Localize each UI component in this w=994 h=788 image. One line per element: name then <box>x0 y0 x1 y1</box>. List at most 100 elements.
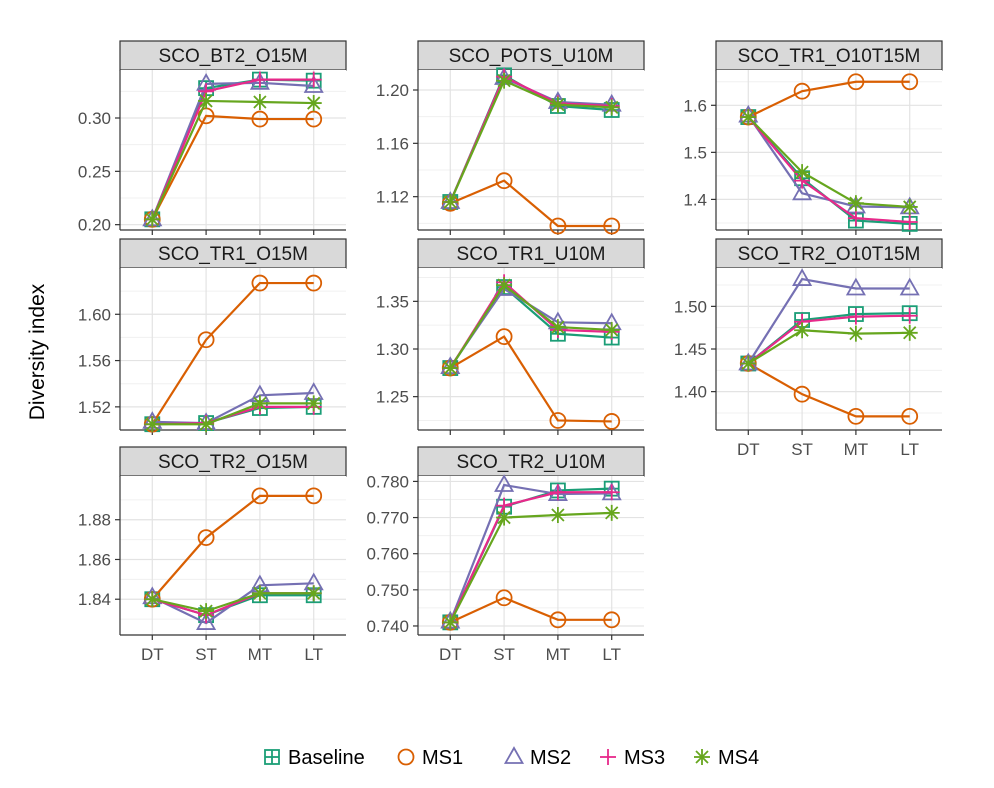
facet-title: SCO_TR1_O15M <box>158 244 308 265</box>
data-point-ms1 <box>495 172 513 190</box>
data-point-ms4 <box>603 99 620 116</box>
y-tick-label: 1.5 <box>683 143 707 162</box>
y-tick-label: 0.25 <box>78 162 111 181</box>
data-point-ms1 <box>793 385 811 403</box>
series-line-ms4 <box>152 402 314 426</box>
y-tick-label: 1.88 <box>78 511 111 530</box>
series-line-ms1 <box>747 80 910 119</box>
series-line-ms2 <box>449 483 612 623</box>
plot-area <box>418 70 644 230</box>
y-tick-label: 0.30 <box>78 109 111 128</box>
data-point-ms1 <box>197 529 215 547</box>
series-line-ms1 <box>747 362 910 418</box>
data-point-ms4 <box>144 416 161 433</box>
series-line-ms1 <box>151 114 314 220</box>
plot-area <box>716 70 942 230</box>
facet-title: SCO_TR2_O10T15M <box>738 244 921 265</box>
series-line-ms3 <box>151 78 314 220</box>
series-line-ms1 <box>449 596 612 624</box>
data-point-ms1 <box>847 73 865 91</box>
series-line-ms4 <box>449 79 612 203</box>
y-tick-label: 0.780 <box>366 472 409 491</box>
data-point-ms4 <box>603 321 620 338</box>
facet-title: SCO_TR2_U10M <box>457 452 606 473</box>
series-line-ms3 <box>449 491 612 623</box>
facet-strip <box>119 238 347 269</box>
data-point-ms4 <box>794 164 811 181</box>
legend-key <box>600 749 616 765</box>
series-line-ms3 <box>747 116 910 224</box>
x-tick-label: LT <box>304 645 323 664</box>
facet-strip <box>715 238 943 269</box>
x-tick-label: LT <box>602 645 621 664</box>
data-point-ms3 <box>251 71 268 88</box>
y-tick-label: 0.750 <box>366 581 409 600</box>
data-point-ms4 <box>740 109 757 126</box>
data-point-ms4 <box>496 509 513 526</box>
data-point-ms4 <box>251 94 268 110</box>
series-line-ms3 <box>747 314 910 365</box>
legend-item: MS3 <box>600 747 665 769</box>
plot-area <box>120 476 346 635</box>
facet-panel: SCO_TR2_O10T15M 1.40 1.45 1.50 DT ST MT LT <box>674 238 943 459</box>
data-point-ms3 <box>847 210 864 227</box>
x-tick-label: DT <box>141 645 164 664</box>
data-point-ms1 <box>495 328 513 346</box>
data-point-ms3 <box>549 484 566 501</box>
legend-item: MS1 <box>397 747 463 769</box>
series-line-ms4 <box>747 329 910 365</box>
data-point-ms4 <box>442 360 459 377</box>
y-tick-label: 1.60 <box>78 305 111 324</box>
series-line-ms4 <box>449 511 612 623</box>
y-tick-label: 1.56 <box>78 352 111 371</box>
data-point-ms1 <box>197 331 215 349</box>
series-line-ms1 <box>449 335 612 423</box>
facet-panel: SCO_TR1_O10T15M 1.4 1.5 1.6 <box>683 40 943 235</box>
data-point-ms4 <box>496 72 513 89</box>
data-point-ms4 <box>198 603 215 620</box>
x-tick-label: MT <box>844 440 869 459</box>
data-point-ms3 <box>603 484 620 501</box>
series-line-ms2 <box>747 277 910 365</box>
data-point-ms4 <box>847 195 864 212</box>
facet-title: SCO_BT2_O15M <box>159 46 308 67</box>
data-point-ms1 <box>603 413 621 430</box>
series-line-ms1 <box>151 281 314 425</box>
legend-key <box>694 749 710 765</box>
facet-panel: SCO_TR2_O15M 1.84 1.86 1.88 DT ST MT LT <box>78 446 347 664</box>
facet-title: SCO_TR1_U10M <box>457 244 606 265</box>
facet-panels: SCO_BT2_O15M 0.20 0.25 0.30 SCO_POTS_U10M 1.1… <box>78 40 943 664</box>
facet-panel: SCO_BT2_O15M 0.20 0.25 0.30 <box>78 40 347 235</box>
y-tick-label: 0.740 <box>366 617 409 636</box>
x-tick-label: ST <box>791 440 813 459</box>
data-point-ms2 <box>899 277 920 296</box>
y-tick-label: 0.770 <box>366 509 409 528</box>
data-point-ms1 <box>495 589 513 607</box>
y-tick-label: 1.40 <box>674 383 707 402</box>
y-tick-label: 1.35 <box>376 292 409 311</box>
facet-title: SCO_TR1_O10T15M <box>738 46 921 67</box>
y-tick-label: 1.50 <box>674 297 707 316</box>
x-tick-label: ST <box>493 645 515 664</box>
legend-label: MS2 <box>530 747 571 769</box>
legend: Baseline MS1 MS2 MS3 MS4 <box>264 746 759 769</box>
legend-label: MS4 <box>718 747 759 769</box>
facet-strip <box>715 40 943 71</box>
data-point-ms2 <box>494 474 515 492</box>
y-tick-label: 1.52 <box>78 398 111 417</box>
data-point-ms4 <box>901 198 918 215</box>
y-tick-label: 1.30 <box>376 340 409 359</box>
facet-strip <box>417 238 645 269</box>
legend-key <box>397 748 415 766</box>
y-tick-label: 1.12 <box>376 188 409 207</box>
x-tick-label: MT <box>546 645 571 664</box>
y-tick-label: 1.25 <box>376 388 409 407</box>
legend-label: MS1 <box>422 747 463 769</box>
series-line-ms4 <box>747 116 910 209</box>
data-point-ms1 <box>549 611 567 629</box>
series-line-ms4 <box>449 283 612 369</box>
data-point-ms1 <box>305 110 323 128</box>
data-point-ms4 <box>305 585 322 602</box>
y-tick-label: 1.16 <box>376 134 409 153</box>
data-point-ms4 <box>442 194 459 210</box>
